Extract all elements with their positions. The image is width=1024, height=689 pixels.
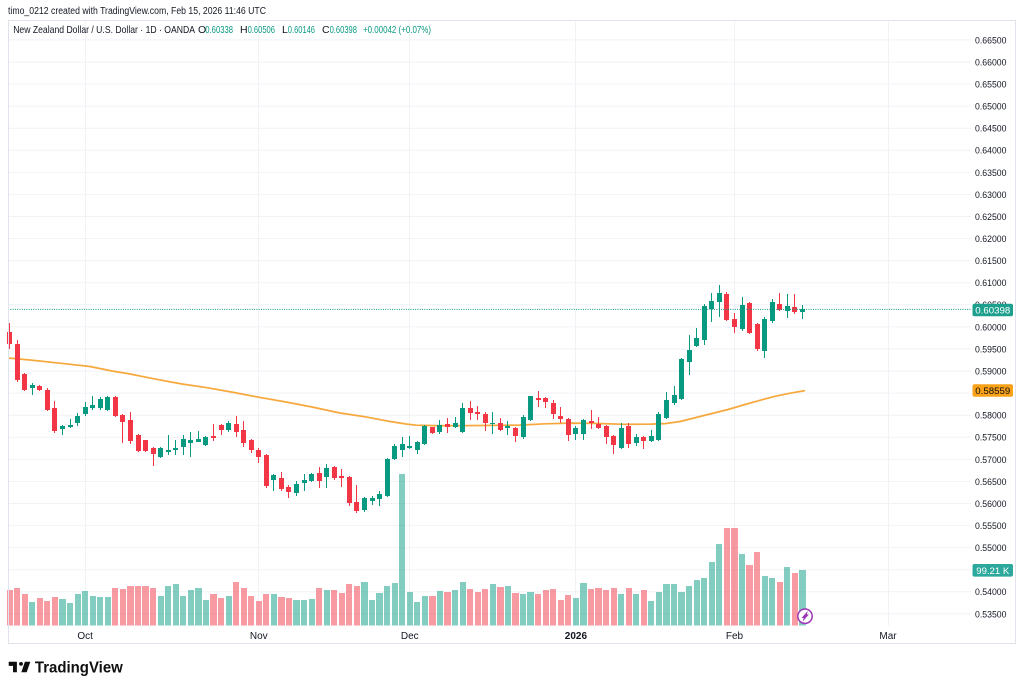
svg-text:Oct: Oct [77,631,93,642]
svg-text:Feb: Feb [726,631,744,642]
svg-text:timo_0212 created with Trading: timo_0212 created with TradingView.com, … [8,6,266,17]
svg-text:0.63000: 0.63000 [975,190,1007,201]
svg-text:TradingView: TradingView [35,659,123,676]
svg-text:0.60398: 0.60398 [975,306,1010,317]
svg-text:0.57000: 0.57000 [975,455,1007,466]
svg-text:L: L [282,24,288,36]
svg-text:Dec: Dec [401,631,419,642]
svg-text:0.60398: 0.60398 [330,24,358,36]
svg-text:0.53500: 0.53500 [975,609,1007,620]
svg-text:0.65000: 0.65000 [975,102,1007,113]
svg-text:0.55500: 0.55500 [975,521,1007,532]
svg-text:0.63500: 0.63500 [975,168,1007,179]
svg-text:0.64000: 0.64000 [975,146,1007,157]
svg-text:0.62500: 0.62500 [975,212,1007,223]
svg-text:+0.00042 (+0.07%): +0.00042 (+0.07%) [363,24,431,36]
svg-text:0.61500: 0.61500 [975,256,1007,267]
svg-text:0.55000: 0.55000 [975,543,1007,554]
svg-text:Nov: Nov [250,631,268,642]
svg-text:C: C [322,24,330,36]
svg-text:0.61000: 0.61000 [975,278,1007,289]
svg-text:0.59000: 0.59000 [975,367,1007,378]
svg-text:Mar: Mar [879,631,897,642]
svg-text:0.57500: 0.57500 [975,433,1007,444]
svg-text:0.60338: 0.60338 [205,24,233,36]
svg-text:0.58000: 0.58000 [975,411,1007,422]
svg-text:New Zealand Dollar / U.S. Doll: New Zealand Dollar / U.S. Dollar · 1D · … [13,24,195,36]
svg-text:0.56000: 0.56000 [975,499,1007,510]
svg-text:0.62000: 0.62000 [975,234,1007,245]
svg-text:H: H [240,24,248,36]
svg-text:0.60506: 0.60506 [248,24,276,36]
svg-text:0.54000: 0.54000 [975,587,1007,598]
svg-text:0.66500: 0.66500 [975,35,1007,46]
svg-text:O: O [198,24,206,36]
svg-text:0.58559: 0.58559 [975,386,1010,397]
svg-text:0.56500: 0.56500 [975,477,1007,488]
svg-text:0.66000: 0.66000 [975,57,1007,68]
svg-text:0.60146: 0.60146 [288,24,315,36]
svg-text:0.65500: 0.65500 [975,80,1007,91]
svg-text:0.59500: 0.59500 [975,344,1007,355]
svg-text:0.64500: 0.64500 [975,124,1007,135]
svg-text:0.60000: 0.60000 [975,322,1007,333]
svg-text:2026: 2026 [565,631,588,642]
svg-text:99.21 K: 99.21 K [976,566,1010,577]
